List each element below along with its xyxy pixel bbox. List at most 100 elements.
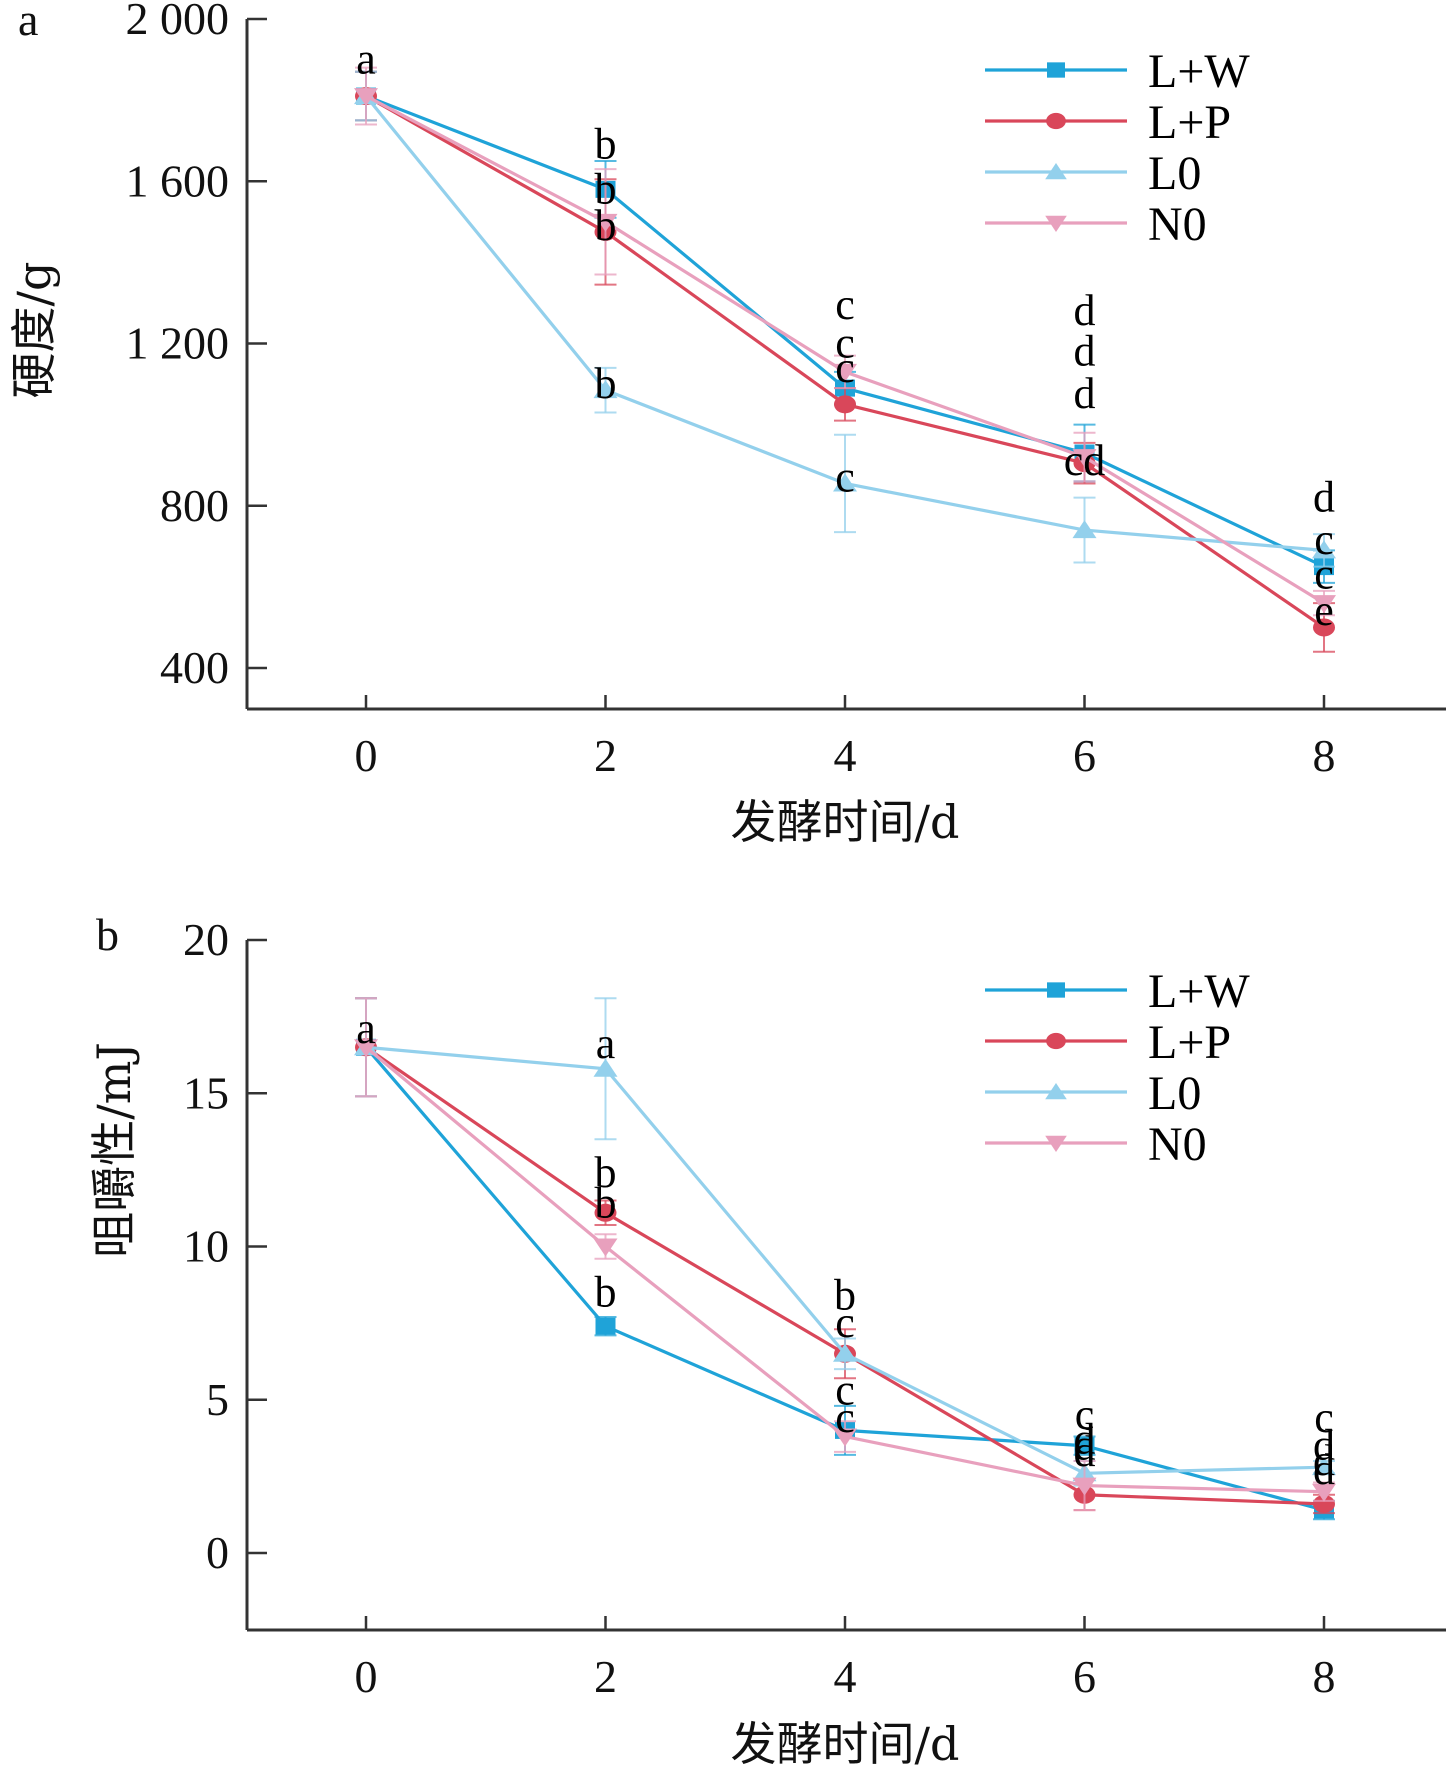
y-tick-label: 1 200 bbox=[126, 318, 230, 369]
y-tick-label: 10 bbox=[183, 1221, 229, 1272]
significance-letter: cd bbox=[1064, 436, 1106, 485]
panel-a-y-axis-title: 硬度/g bbox=[7, 262, 61, 399]
significance-letter: c bbox=[1314, 515, 1334, 564]
legend-label: L+W bbox=[1148, 965, 1250, 1018]
panel-b-x-axis-title: 发酵时间/d bbox=[731, 1717, 960, 1770]
data-point bbox=[1312, 540, 1336, 559]
panel-a-plot-area bbox=[354, 66, 1336, 653]
significance-letter: a bbox=[356, 35, 376, 84]
legend-label: L+P bbox=[1148, 1016, 1231, 1069]
data-point bbox=[595, 1317, 616, 1335]
significance-letter: d bbox=[1074, 1415, 1096, 1464]
data-point bbox=[833, 1343, 857, 1362]
significance-letter: b bbox=[595, 164, 617, 213]
legend-marker-circle-icon bbox=[1046, 112, 1066, 130]
legend-item: N0 bbox=[985, 1118, 1207, 1171]
x-tick-label: 0 bbox=[355, 1651, 378, 1702]
x-tick-label: 4 bbox=[834, 1651, 857, 1702]
panel-b-plot-area bbox=[354, 997, 1336, 1521]
data-point bbox=[833, 363, 857, 382]
significance-letter: c bbox=[835, 1366, 855, 1415]
data-point bbox=[1313, 1494, 1335, 1513]
panel-a-x-ticks: 0 2 4 6 8 bbox=[355, 695, 1336, 781]
data-point bbox=[593, 1058, 618, 1077]
y-tick-label: 400 bbox=[160, 642, 229, 693]
panel-b-y-ticks: 0 5 10 15 20 bbox=[183, 914, 267, 1578]
legend-label: N0 bbox=[1148, 198, 1207, 251]
data-point bbox=[593, 380, 618, 399]
significance-letter: c bbox=[835, 280, 855, 329]
significance-letter: a bbox=[596, 1019, 616, 1068]
significance-letter: d bbox=[1074, 1427, 1096, 1476]
x-tick-label: 8 bbox=[1313, 730, 1336, 781]
legend-marker-square-icon bbox=[1047, 982, 1065, 998]
y-tick-label: 20 bbox=[183, 914, 229, 965]
data-point bbox=[593, 1238, 618, 1257]
data-point bbox=[1072, 449, 1097, 468]
data-point bbox=[833, 473, 857, 492]
data-point bbox=[833, 1428, 857, 1447]
x-tick-label: 8 bbox=[1313, 1651, 1336, 1702]
significance-letter: d bbox=[1313, 1445, 1335, 1494]
significance-letter: b bbox=[595, 120, 617, 169]
legend-marker-square-icon bbox=[1047, 62, 1065, 78]
significance-letter: d bbox=[1074, 369, 1096, 418]
significance-letter: d bbox=[1074, 327, 1096, 376]
series-n0 bbox=[354, 66, 1336, 617]
significance-letter: b bbox=[595, 1267, 617, 1316]
significance-letter: d bbox=[1074, 286, 1096, 335]
significance-letter: b bbox=[834, 1271, 856, 1320]
data-point bbox=[354, 88, 378, 107]
significance-letter: b bbox=[595, 359, 617, 408]
x-tick-label: 6 bbox=[1073, 730, 1096, 781]
data-point bbox=[593, 213, 618, 232]
data-point bbox=[1072, 1477, 1097, 1496]
significance-letter: b bbox=[595, 201, 617, 250]
y-tick-label: 800 bbox=[160, 480, 229, 531]
data-point bbox=[1312, 595, 1336, 614]
legend-item: L0 bbox=[985, 147, 1201, 200]
data-point bbox=[1313, 618, 1335, 637]
significance-letter: c bbox=[1314, 550, 1334, 599]
panel-a-y-ticks: 400 800 1 200 1 600 2 000 bbox=[126, 0, 267, 693]
y-tick-label: 5 bbox=[206, 1374, 229, 1425]
significance-letter: d bbox=[1313, 1421, 1335, 1470]
data-point bbox=[1072, 520, 1097, 539]
data-point bbox=[1312, 1483, 1336, 1502]
x-tick-label: 2 bbox=[594, 1651, 617, 1702]
legend-label: L0 bbox=[1148, 147, 1201, 200]
significance-letter: d bbox=[1313, 473, 1335, 522]
data-point bbox=[834, 395, 856, 414]
legend-label: L+P bbox=[1148, 96, 1231, 149]
significance-letter: d bbox=[1313, 1436, 1335, 1485]
legend-item: L0 bbox=[985, 1067, 1201, 1120]
legend-item: L+W bbox=[985, 965, 1250, 1018]
panel-b-label: b bbox=[96, 909, 119, 960]
legend-marker-triangle-down-icon bbox=[1045, 215, 1067, 232]
y-tick-label: 2 000 bbox=[126, 0, 230, 44]
significance-letter: c bbox=[1314, 1393, 1334, 1442]
y-tick-label: 0 bbox=[206, 1527, 229, 1578]
significance-letter: c bbox=[835, 319, 855, 368]
data-point bbox=[1312, 1457, 1336, 1476]
legend-item: L+P bbox=[985, 96, 1231, 149]
x-tick-label: 6 bbox=[1073, 1651, 1096, 1702]
legend-marker-circle-icon bbox=[1046, 1032, 1066, 1050]
data-point bbox=[1074, 1437, 1095, 1455]
significance-letter: c bbox=[835, 452, 855, 501]
significance-letter: c bbox=[835, 1393, 855, 1442]
significance-letter: b bbox=[595, 1148, 617, 1197]
legend-item: L+W bbox=[985, 45, 1250, 98]
data-point bbox=[594, 1203, 617, 1222]
significance-letter: b bbox=[595, 1179, 617, 1228]
significance-letter: c bbox=[835, 343, 855, 392]
panel-b-x-ticks: 0 2 4 6 8 bbox=[355, 1616, 1336, 1702]
x-tick-label: 0 bbox=[355, 730, 378, 781]
series-n0 bbox=[354, 997, 1336, 1512]
significance-letter: c bbox=[1075, 1390, 1095, 1439]
significance-letter: c bbox=[835, 1298, 855, 1347]
